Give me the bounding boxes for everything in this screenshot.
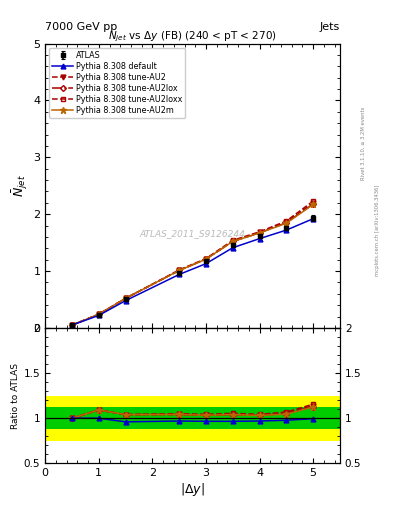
Pythia 8.308 tune-AU2 [177, 267, 182, 273]
Pythia 8.308 tune-AU2lox [230, 239, 235, 245]
Text: ATLAS_2011_S9126244: ATLAS_2011_S9126244 [140, 229, 246, 239]
Bar [112, 396, 152, 441]
Bar [193, 396, 219, 441]
Line: Pythia 8.308 tune-AU2: Pythia 8.308 tune-AU2 [70, 200, 316, 328]
Pythia 8.308 tune-AU2m [123, 295, 128, 302]
Pythia 8.308 tune-AU2m [311, 201, 316, 207]
Line: Pythia 8.308 tune-AU2loxx: Pythia 8.308 tune-AU2loxx [70, 199, 315, 327]
Pythia 8.308 tune-AU2loxx [123, 295, 128, 302]
Pythia 8.308 tune-AU2lox [257, 230, 262, 236]
Pythia 8.308 tune-AU2lox [123, 295, 128, 302]
Pythia 8.308 tune-AU2m [204, 256, 208, 262]
Text: 7000 GeV pp: 7000 GeV pp [45, 22, 118, 32]
Pythia 8.308 default [177, 271, 182, 278]
Pythia 8.308 default [311, 216, 316, 222]
Bar [112, 408, 152, 429]
Y-axis label: Ratio to ATLAS: Ratio to ATLAS [11, 362, 20, 429]
Pythia 8.308 default [70, 322, 74, 328]
Pythia 8.308 tune-AU2lox [284, 220, 289, 226]
Pythia 8.308 tune-AU2loxx [311, 198, 316, 204]
Bar [246, 396, 273, 441]
Pythia 8.308 tune-AU2 [70, 322, 74, 328]
Bar [45, 408, 85, 429]
Pythia 8.308 tune-AU2loxx [177, 267, 182, 273]
Pythia 8.308 tune-AU2loxx [70, 322, 74, 328]
Pythia 8.308 tune-AU2lox [70, 322, 74, 328]
Pythia 8.308 tune-AU2loxx [230, 237, 235, 243]
Pythia 8.308 tune-AU2 [284, 219, 289, 225]
Pythia 8.308 tune-AU2lox [177, 267, 182, 273]
Pythia 8.308 default [284, 227, 289, 233]
Pythia 8.308 tune-AU2 [230, 239, 235, 245]
Pythia 8.308 tune-AU2m [70, 322, 74, 328]
Bar [246, 408, 273, 429]
Text: mcplots.cern.ch [arXiv:1306.3436]: mcplots.cern.ch [arXiv:1306.3436] [375, 185, 380, 276]
Line: Pythia 8.308 tune-AU2m: Pythia 8.308 tune-AU2m [69, 201, 316, 328]
Pythia 8.308 default [96, 312, 101, 318]
Pythia 8.308 tune-AU2 [123, 295, 128, 302]
Text: Rivet 3.1.10, ≥ 3.2M events: Rivet 3.1.10, ≥ 3.2M events [361, 106, 366, 180]
Pythia 8.308 tune-AU2m [284, 220, 289, 226]
Pythia 8.308 default [230, 245, 235, 251]
Pythia 8.308 tune-AU2loxx [96, 311, 101, 317]
Pythia 8.308 tune-AU2 [96, 311, 101, 317]
Bar [85, 408, 112, 429]
Bar [300, 408, 340, 429]
Pythia 8.308 tune-AU2 [204, 256, 208, 262]
Title: $N_{jet}$ vs $\Delta y$ (FB) (240 < pT < 270): $N_{jet}$ vs $\Delta y$ (FB) (240 < pT <… [108, 29, 277, 44]
Pythia 8.308 tune-AU2loxx [204, 255, 208, 262]
Bar [273, 408, 300, 429]
Pythia 8.308 tune-AU2 [257, 229, 262, 236]
Pythia 8.308 tune-AU2loxx [284, 218, 289, 224]
Bar [193, 408, 219, 429]
Pythia 8.308 tune-AU2m [257, 230, 262, 236]
Pythia 8.308 default [204, 261, 208, 267]
Line: Pythia 8.308 tune-AU2lox: Pythia 8.308 tune-AU2lox [70, 202, 315, 327]
Bar [300, 396, 340, 441]
Pythia 8.308 tune-AU2loxx [257, 229, 262, 235]
Bar [45, 396, 85, 441]
Bar [273, 396, 300, 441]
Bar [152, 396, 193, 441]
Pythia 8.308 tune-AU2lox [204, 256, 208, 262]
Pythia 8.308 default [123, 297, 128, 304]
Legend: ATLAS, Pythia 8.308 default, Pythia 8.308 tune-AU2, Pythia 8.308 tune-AU2lox, Py: ATLAS, Pythia 8.308 default, Pythia 8.30… [49, 48, 185, 118]
Pythia 8.308 tune-AU2lox [311, 201, 316, 207]
Pythia 8.308 tune-AU2 [311, 200, 316, 206]
Pythia 8.308 tune-AU2m [96, 311, 101, 317]
Pythia 8.308 tune-AU2m [230, 239, 235, 245]
Pythia 8.308 tune-AU2m [177, 267, 182, 273]
Bar [152, 408, 193, 429]
Bar [219, 408, 246, 429]
Pythia 8.308 default [257, 236, 262, 242]
Bar [85, 396, 112, 441]
Line: Pythia 8.308 default: Pythia 8.308 default [70, 216, 316, 328]
Y-axis label: $\bar{N}_{jet}$: $\bar{N}_{jet}$ [11, 174, 30, 197]
Bar [219, 396, 246, 441]
Text: Jets: Jets [320, 22, 340, 32]
X-axis label: $|\Delta y|$: $|\Delta y|$ [180, 481, 205, 498]
Pythia 8.308 tune-AU2lox [96, 311, 101, 317]
